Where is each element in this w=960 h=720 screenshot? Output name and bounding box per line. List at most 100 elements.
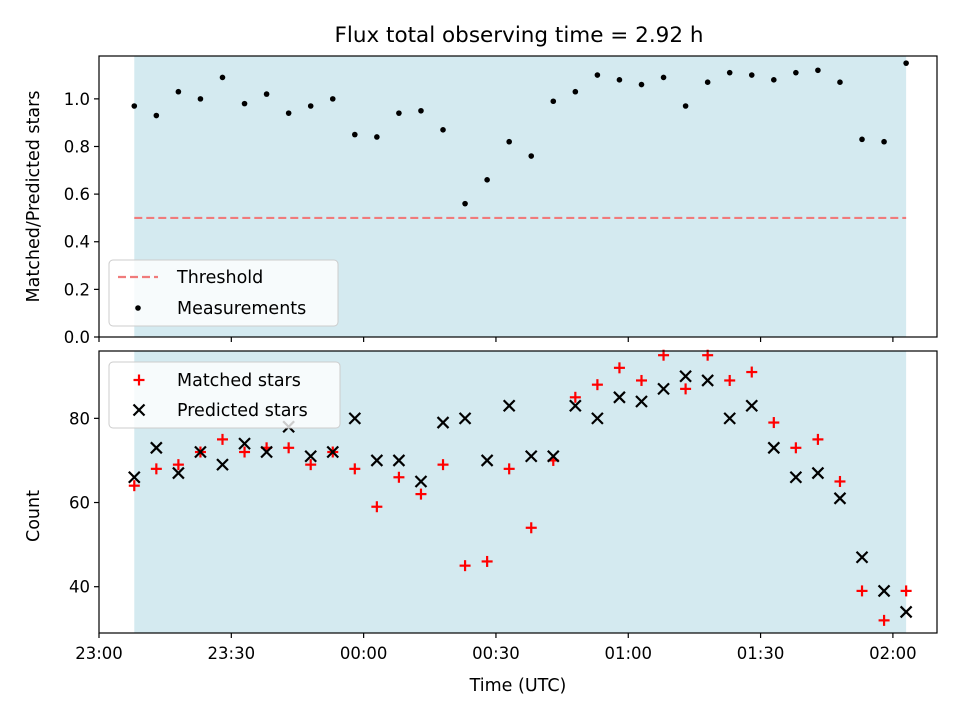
predicted-point bbox=[745, 399, 759, 412]
count-y-tick-label: 60 bbox=[69, 494, 90, 513]
legend-frame bbox=[108, 259, 339, 327]
predicted-point-b bbox=[436, 416, 450, 429]
predicted-point-b bbox=[591, 412, 604, 425]
predicted-point bbox=[855, 550, 869, 564]
predicted-point-b bbox=[833, 492, 847, 505]
measurement-point bbox=[396, 110, 402, 116]
predicted-point bbox=[811, 466, 825, 480]
predicted-point-b bbox=[304, 449, 317, 463]
matched-point bbox=[349, 463, 361, 475]
measurement-point bbox=[374, 134, 380, 140]
matched-point bbox=[591, 379, 603, 391]
matched-point bbox=[635, 374, 647, 386]
predicted-point-b bbox=[348, 412, 362, 425]
predicted-point-b bbox=[414, 475, 428, 488]
measurement-point bbox=[219, 74, 226, 81]
count-x-tick-label: 23:30 bbox=[208, 644, 256, 663]
matched-point bbox=[746, 366, 758, 378]
measurements-legend-label: Measurements bbox=[177, 299, 306, 319]
matched-point bbox=[569, 391, 581, 403]
predicted-point bbox=[216, 458, 229, 471]
predicted-point-b bbox=[547, 449, 560, 463]
predicted-point-b bbox=[789, 470, 803, 484]
predicted-point bbox=[128, 470, 141, 484]
chart-title: Flux total observing time = 2.92 h bbox=[335, 23, 704, 48]
predicted-point bbox=[899, 605, 913, 619]
predicted-point bbox=[304, 449, 317, 463]
measurement-point bbox=[462, 200, 468, 207]
predicted-point-b bbox=[855, 550, 869, 564]
predicted-point-b bbox=[260, 445, 273, 459]
predicted-point bbox=[502, 399, 516, 412]
measurement-point bbox=[859, 136, 865, 143]
predicted-point-b bbox=[635, 395, 648, 408]
matched-point bbox=[525, 522, 537, 534]
predicted-point-b bbox=[701, 374, 714, 387]
ratio-y-tick-label: 0.2 bbox=[64, 280, 90, 299]
predicted-point-b bbox=[745, 399, 759, 412]
matched-point bbox=[128, 480, 140, 492]
count-legend: Matched stars Predicted stars bbox=[108, 361, 341, 429]
measurement-point bbox=[815, 67, 821, 74]
matched-point bbox=[371, 501, 383, 513]
predicted-point bbox=[547, 449, 560, 463]
ratio-y-tick-label: 0.4 bbox=[64, 233, 90, 252]
predicted-point bbox=[414, 475, 428, 488]
measurements-legend-swatch bbox=[135, 305, 141, 311]
measurement-point bbox=[153, 112, 160, 119]
count-y-axis: 40 60 80 bbox=[69, 409, 99, 597]
predicted-point-b bbox=[128, 470, 141, 484]
measurement-point bbox=[682, 103, 689, 109]
count-y-tick-label: 40 bbox=[69, 578, 90, 597]
measurement-point bbox=[241, 100, 248, 107]
count-panel: 40 60 80 23:00 23:30 00:00 00:30 01:00 01:30 02:… bbox=[24, 349, 938, 696]
count-x-tick-label: 02:00 bbox=[869, 644, 917, 663]
predicted-point-b bbox=[657, 382, 670, 396]
measurement-point bbox=[748, 72, 755, 78]
matched-point bbox=[415, 488, 427, 500]
predicted-point bbox=[238, 437, 251, 450]
predicted-point-b bbox=[238, 437, 251, 450]
ratio-marks bbox=[131, 60, 909, 220]
measurement-point bbox=[484, 177, 490, 183]
matched-legend-swatch bbox=[133, 374, 145, 386]
measurement-point bbox=[903, 60, 909, 66]
ratio-panel: 0.0 0.2 0.4 0.6 0.8 1.0 Matched/Predicted sta… bbox=[24, 55, 938, 347]
predicted-point bbox=[591, 412, 604, 425]
matched-point bbox=[768, 417, 780, 429]
matched-point bbox=[834, 475, 846, 487]
measurement-point bbox=[440, 127, 446, 133]
measurement-point bbox=[771, 77, 777, 83]
ratio-y-tick-label: 0.0 bbox=[64, 328, 90, 347]
predicted-point bbox=[348, 412, 362, 425]
measurement-point bbox=[726, 69, 733, 76]
ratio-x-ticks bbox=[98, 337, 894, 342]
predicted-point-b bbox=[458, 412, 472, 425]
predicted-legend-swatch bbox=[132, 403, 146, 417]
matched-point bbox=[393, 471, 405, 483]
matched-point bbox=[305, 459, 317, 471]
matched-point bbox=[812, 433, 824, 445]
predicted-point-b bbox=[679, 369, 692, 383]
measurement-point bbox=[704, 79, 711, 85]
predicted-point bbox=[679, 369, 692, 383]
predicted-point bbox=[480, 454, 494, 467]
matched-point bbox=[900, 585, 912, 597]
measurement-point bbox=[175, 88, 182, 95]
matched-point bbox=[790, 442, 802, 454]
measurement-point bbox=[881, 138, 887, 145]
predicted-point bbox=[789, 470, 803, 484]
measurement-point bbox=[660, 74, 667, 81]
matched-legend-label: Matched stars bbox=[177, 371, 301, 391]
count-x-tick-label: 23:00 bbox=[75, 644, 123, 663]
ratio-axes-frame bbox=[98, 55, 938, 338]
matched-point bbox=[878, 614, 890, 626]
predicted-point-b bbox=[767, 441, 781, 455]
ratio-y-axis: 0.0 0.2 0.4 0.6 0.8 1.0 bbox=[64, 90, 99, 347]
predicted-point-b bbox=[613, 391, 626, 404]
legend-frame bbox=[108, 361, 341, 429]
measurement-point bbox=[616, 77, 623, 83]
predicted-point bbox=[260, 445, 273, 459]
predicted-point-b bbox=[150, 441, 163, 455]
measurement-point bbox=[837, 79, 843, 85]
